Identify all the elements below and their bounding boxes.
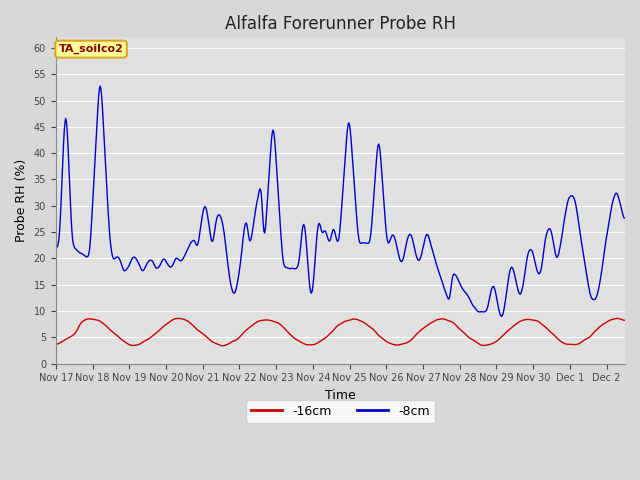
X-axis label: Time: Time bbox=[325, 389, 356, 402]
Title: Alfalfa Forerunner Probe RH: Alfalfa Forerunner Probe RH bbox=[225, 15, 456, 33]
Legend: -16cm, -8cm: -16cm, -8cm bbox=[246, 400, 435, 423]
Y-axis label: Probe RH (%): Probe RH (%) bbox=[15, 159, 28, 242]
Text: TA_soilco2: TA_soilco2 bbox=[59, 44, 124, 54]
